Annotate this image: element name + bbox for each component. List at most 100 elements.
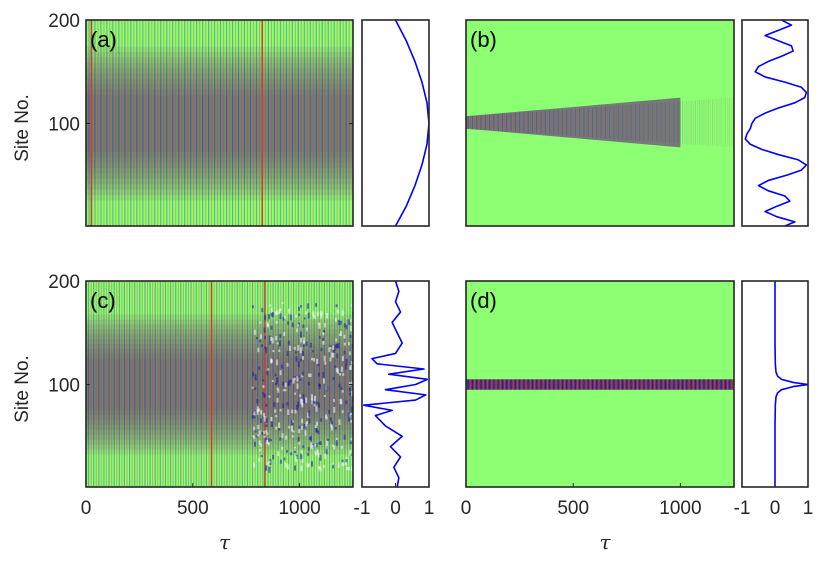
speckle: [276, 380, 279, 384]
speckle: [256, 409, 259, 415]
profile-x-tick-label: 1: [803, 498, 814, 519]
speckle: [262, 392, 265, 395]
speckle: [265, 424, 268, 428]
speckle: [264, 335, 267, 340]
speckle: [281, 433, 284, 439]
speckle: [310, 445, 313, 449]
profile-x-tick-label: -1: [734, 498, 751, 519]
speckle: [253, 436, 256, 439]
speckle: [274, 310, 277, 315]
x-tick-label: 0: [461, 498, 472, 519]
speckle: [252, 462, 255, 468]
heatmap-field: [466, 97, 733, 148]
speckle: [313, 403, 316, 407]
speckle: [340, 366, 343, 372]
heatmap-frame: [85, 19, 354, 227]
envelope-layer: [86, 52, 353, 195]
speckle: [311, 399, 314, 405]
speckle: [298, 425, 301, 429]
speckle: [349, 319, 352, 323]
speckle: [320, 313, 323, 319]
speckle: [260, 334, 263, 339]
speckle: [296, 376, 299, 382]
speckle: [264, 314, 267, 321]
speckle: [299, 394, 302, 397]
panel-label: (b): [470, 27, 497, 52]
speckle: [289, 379, 292, 383]
speckle: [335, 338, 338, 342]
speckle: [333, 344, 336, 351]
speckle: [339, 320, 342, 325]
speckle: [350, 420, 353, 423]
speckle: [330, 352, 333, 358]
speckle: [255, 378, 258, 381]
speckle: [268, 335, 271, 340]
speckle: [328, 410, 331, 414]
speckle: [286, 350, 289, 357]
speckle: [325, 313, 328, 319]
speckle: [315, 405, 318, 412]
speckle: [327, 438, 330, 441]
envelope-layer: [86, 73, 353, 174]
speckle: [341, 356, 344, 361]
speckle: [333, 349, 336, 353]
speckle: [293, 377, 296, 381]
speckle: [329, 417, 332, 422]
speckle: [349, 335, 352, 338]
speckle: [303, 337, 306, 344]
speckle: [270, 359, 273, 363]
speckle: [347, 319, 350, 325]
speckle: [300, 453, 303, 460]
speckle: [351, 381, 353, 385]
speckle: [296, 383, 299, 389]
speckle: [325, 414, 328, 419]
speckle: [349, 392, 352, 396]
heatmap-field: [86, 20, 353, 226]
speckle: [265, 418, 268, 423]
speckle: [329, 346, 332, 349]
speckle: [294, 392, 297, 395]
speckle: [270, 416, 273, 422]
speckle: [297, 437, 300, 442]
speckle: [251, 305, 254, 309]
speckle: [318, 441, 321, 445]
profile-plot: [774, 281, 808, 487]
speckle: [289, 345, 292, 352]
speckle: [310, 435, 313, 442]
speckle: [340, 387, 343, 390]
speckle: [277, 450, 280, 457]
speckle: [290, 420, 293, 426]
speckle: [253, 329, 256, 335]
speckle: [329, 357, 332, 362]
speckle: [308, 418, 311, 424]
speckle: [313, 395, 316, 402]
speckle: [302, 324, 305, 328]
speckle: [266, 371, 269, 376]
speckle: [295, 356, 298, 362]
speckle: [255, 336, 258, 340]
speckle: [328, 347, 331, 353]
speckle: [341, 390, 344, 393]
profile-plot: [394, 20, 429, 226]
speckle: [323, 329, 326, 333]
speckle: [303, 398, 306, 404]
speckle: [340, 399, 343, 405]
speckle: [348, 387, 351, 392]
speckle: [279, 308, 282, 311]
speckle: [295, 351, 298, 354]
speckle: [315, 428, 318, 433]
speckle: [282, 381, 285, 386]
speckle: [345, 324, 348, 330]
speckle: [320, 347, 323, 352]
speckle: [259, 339, 262, 343]
speckle: [268, 339, 271, 345]
speckle: [302, 350, 305, 357]
speckle: [335, 439, 338, 446]
speckle: [336, 309, 339, 314]
speckle: [307, 312, 310, 319]
speckle: [284, 389, 287, 392]
speckle: [316, 311, 319, 317]
speckle: [322, 332, 325, 336]
speckle: [329, 345, 332, 348]
speckle: [337, 462, 340, 468]
